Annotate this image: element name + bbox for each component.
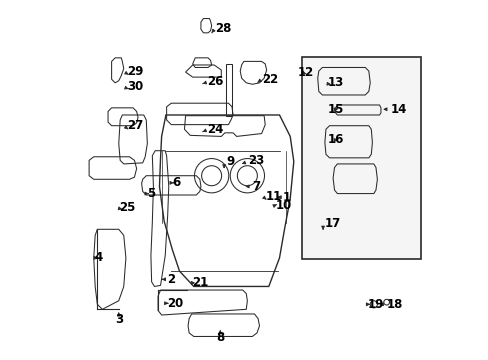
Text: 5: 5 [147,187,155,200]
Text: 12: 12 [297,66,313,79]
Text: 14: 14 [389,103,406,116]
Text: 16: 16 [326,134,343,147]
Text: 4: 4 [94,251,102,264]
Text: 8: 8 [216,331,224,344]
Bar [302,57,421,258]
Text: 19: 19 [367,298,384,311]
Text: 25: 25 [119,201,135,214]
Text: 9: 9 [225,155,234,168]
Text: 1: 1 [283,191,291,204]
Text: 29: 29 [127,64,143,77]
Text: 13: 13 [326,76,343,89]
Text: 11: 11 [264,190,281,203]
Text: 2: 2 [166,273,174,286]
Text: 30: 30 [127,80,143,93]
Text: 18: 18 [386,298,402,311]
Text: 6: 6 [172,176,180,189]
Text: 24: 24 [206,123,223,136]
Text: 15: 15 [326,103,343,116]
Text: 20: 20 [166,297,183,310]
Text: 3: 3 [115,313,122,326]
Text: 22: 22 [261,73,277,86]
Text: 28: 28 [215,22,231,35]
Text: 7: 7 [252,180,260,193]
Text: 27: 27 [127,119,143,132]
Text: 17: 17 [324,217,341,230]
Text: 23: 23 [247,154,264,167]
Text: 10: 10 [275,199,292,212]
Text: 21: 21 [191,276,207,289]
Text: 26: 26 [206,75,223,88]
